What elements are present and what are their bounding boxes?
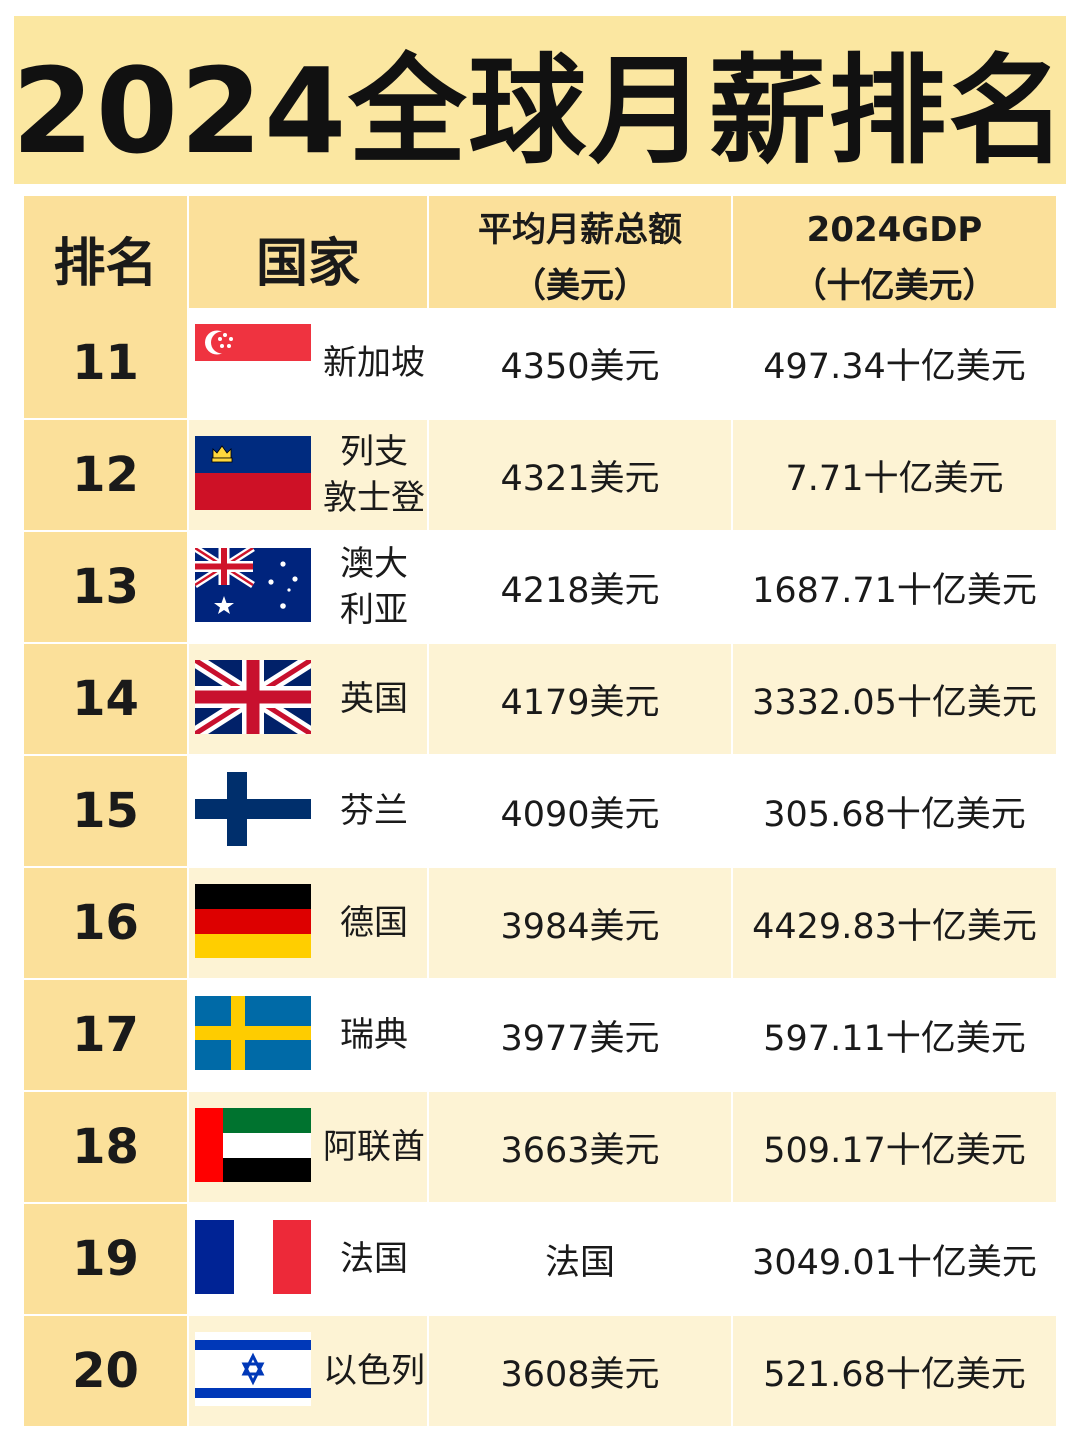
country-name: 以色列 <box>323 1351 425 1391</box>
salary-cell: 4321美元 <box>429 420 731 530</box>
country-name: 芬兰 <box>340 791 408 831</box>
country-cell: 英国 <box>189 644 427 754</box>
salary-cell: 4179美元 <box>429 644 731 754</box>
header-country: 国家 <box>189 196 427 320</box>
country-name: 法国 <box>340 1239 408 1279</box>
gdp-cell: 305.68十亿美元 <box>733 756 1056 866</box>
header-salary-line1: 平均月薪总额 <box>478 210 682 250</box>
gdp-cell: 509.17十亿美元 <box>733 1092 1056 1202</box>
country-cell: 阿联酋 <box>189 1092 427 1202</box>
germany-flag-icon <box>195 884 311 962</box>
salary-cell: 3663美元 <box>429 1092 731 1202</box>
country-cell: 瑞典 <box>189 980 427 1090</box>
header-salary: 平均月薪总额 （美元） <box>429 196 731 320</box>
salary-cell: 3608美元 <box>429 1316 731 1426</box>
rank-cell: 15 <box>24 756 187 866</box>
gdp-cell: 7.71十亿美元 <box>733 420 1056 530</box>
rank-cell: 20 <box>24 1316 187 1426</box>
salary-cell: 3977美元 <box>429 980 731 1090</box>
gdp-cell: 1687.71十亿美元 <box>733 532 1056 642</box>
sweden-flag-icon <box>195 996 311 1074</box>
liechtenstein-flag-icon <box>195 436 311 514</box>
salary-cell: 3984美元 <box>429 868 731 978</box>
country-name: 英国 <box>340 679 408 719</box>
gdp-cell: 3049.01十亿美元 <box>733 1204 1056 1314</box>
rank-cell: 12 <box>24 420 187 530</box>
rank-cell: 14 <box>24 644 187 754</box>
finland-flag-icon <box>195 772 311 850</box>
country-name: 澳大 利亚 <box>340 544 408 630</box>
singapore-flag-icon <box>195 324 311 402</box>
israel-flag-icon <box>195 1332 311 1410</box>
salary-cell: 4090美元 <box>429 756 731 866</box>
header-salary-line2: （美元） <box>512 266 648 306</box>
gdp-cell: 597.11十亿美元 <box>733 980 1056 1090</box>
country-cell: 法国 <box>189 1204 427 1314</box>
country-name: 德国 <box>340 903 408 943</box>
country-name: 瑞典 <box>340 1015 408 1055</box>
gdp-cell: 497.34十亿美元 <box>733 308 1056 418</box>
country-cell: 德国 <box>189 868 427 978</box>
gdp-cell: 521.68十亿美元 <box>733 1316 1056 1426</box>
uk-flag-icon <box>195 660 311 738</box>
gdp-cell: 3332.05十亿美元 <box>733 644 1056 754</box>
country-name: 阿联酋 <box>323 1127 425 1167</box>
header-rank: 排名 <box>24 196 187 320</box>
rank-cell: 18 <box>24 1092 187 1202</box>
country-cell: 列支 敦士登 <box>189 420 427 530</box>
salary-cell: 4350美元 <box>429 308 731 418</box>
country-cell: 新加坡 <box>189 308 427 418</box>
header-gdp-line2: （十亿美元） <box>792 266 997 306</box>
country-name: 新加坡 <box>323 343 425 383</box>
rank-cell: 13 <box>24 532 187 642</box>
page-title: 2024全球月薪排名 <box>11 41 1069 180</box>
uae-flag-icon <box>195 1108 311 1186</box>
france-flag-icon <box>195 1220 311 1298</box>
australia-flag-icon <box>193 545 311 626</box>
salary-cell: 4218美元 <box>429 532 731 642</box>
rank-cell: 11 <box>24 308 187 418</box>
gdp-cell: 4429.83十亿美元 <box>733 868 1056 978</box>
rank-cell: 16 <box>24 868 187 978</box>
salary-cell: 法国 <box>429 1204 731 1314</box>
country-cell: 以色列 <box>189 1316 427 1426</box>
title-banner: 2024全球月薪排名 <box>11 16 1069 184</box>
country-cell: 芬兰 <box>189 756 427 866</box>
country-cell: 澳大 利亚 <box>189 532 427 642</box>
salary-ranking-table: 排名 国家 平均月薪总额 （美元） 2024GDP （十亿美元） 11 新加坡 43… <box>24 196 1056 1426</box>
country-name: 列支 敦士登 <box>323 432 425 518</box>
header-gdp-line1: 2024GDP <box>806 210 983 250</box>
header-gdp: 2024GDP （十亿美元） <box>733 196 1056 320</box>
rank-cell: 19 <box>24 1204 187 1314</box>
rank-cell: 17 <box>24 980 187 1090</box>
